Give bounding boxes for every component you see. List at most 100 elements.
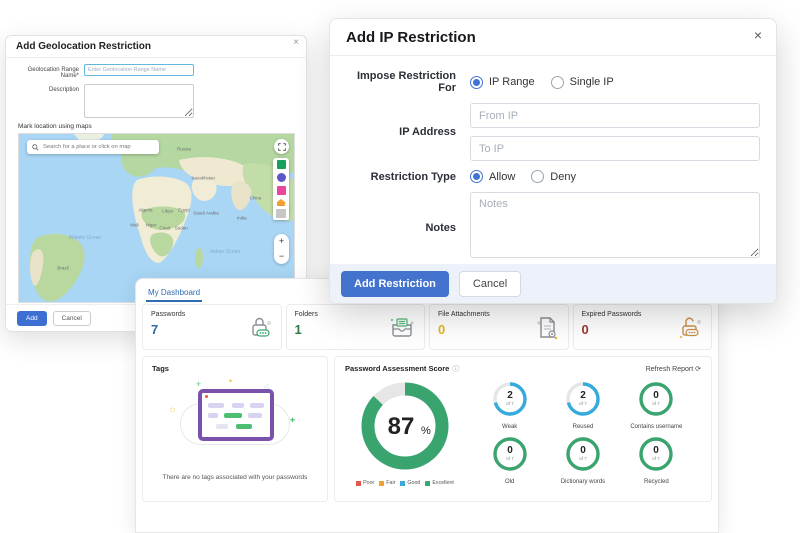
map-place-label: Atlantic Ocean	[68, 235, 102, 242]
type-radio-deny[interactable]	[531, 170, 545, 183]
world-map-graphic	[19, 134, 294, 302]
type-radio-label[interactable]: Allow	[489, 170, 516, 183]
metric-label: Weak	[502, 424, 518, 430]
add-restriction-button[interactable]: Add Restriction	[341, 270, 449, 297]
map-place-label: Kazakhstan	[191, 175, 216, 181]
fullscreen-icon[interactable]	[274, 139, 289, 154]
expired-lock-icon	[676, 315, 702, 346]
sparkle-icon: ⬡	[170, 408, 176, 414]
impose-radio-label[interactable]: Single IP	[569, 76, 614, 88]
tab-my-dashboard[interactable]: My Dashboard	[146, 284, 203, 302]
type-radio-allow[interactable]	[470, 170, 483, 183]
map-place-label: Saudi Arabia	[193, 210, 219, 216]
metric-label: Old	[504, 479, 515, 485]
sparkle-icon: ✚	[290, 418, 296, 424]
sparkle-icon: ◁	[264, 384, 269, 390]
tags-empty-text: There are no tags associated with your p…	[162, 474, 308, 481]
pink-square-marker[interactable]	[276, 186, 286, 195]
stat-label: Passwords	[151, 311, 186, 318]
sparkle-icon: ✦	[228, 379, 234, 385]
metric-donut-contains-username: 0 of 7 Contains username	[620, 380, 693, 431]
stat-label: File Attachments	[438, 311, 490, 318]
type-radio-label[interactable]: Deny	[550, 170, 576, 183]
svg-text:87: 87	[388, 413, 415, 440]
svg-text:%: %	[421, 425, 431, 437]
metric-label: Recycled	[643, 479, 669, 485]
metric-donut-reused: 2 of 7 Reused	[546, 380, 619, 431]
map-place-label: Russia	[177, 146, 191, 152]
stat-label: Expired Passwords	[581, 311, 642, 318]
map-place-label: Sudan	[174, 225, 188, 231]
metric-donut-dictionary-words: 0 of 7 Dictionary words	[546, 435, 619, 486]
ip-dialog-title: Add IP Restriction	[346, 28, 476, 46]
dashboard-tabbar: My Dashboard	[136, 279, 718, 302]
from-ip-input[interactable]	[470, 103, 760, 128]
geolocation-restriction-dialog: Add Geolocation Restriction × Geolocatio…	[5, 35, 307, 332]
svg-text:of 7: of 7	[652, 401, 660, 406]
svg-text:of 7: of 7	[579, 401, 587, 406]
map-place-label: Algeria	[138, 207, 153, 213]
password-assessment-card: Password Assessment Score ⓘ Refresh Repor…	[334, 356, 712, 502]
impose-radio-ip-range[interactable]	[470, 75, 483, 89]
blue-circle-marker[interactable]	[276, 173, 286, 182]
stat-value: 1	[294, 322, 302, 337]
map-place-label: Brazil	[57, 265, 69, 271]
map-place-label: Libya	[162, 208, 173, 214]
map-place-label: India	[236, 215, 247, 221]
metric-donut-old: 0 of 7 Old	[473, 435, 546, 486]
refresh-report-link[interactable]: Refresh Report ⟳	[645, 366, 701, 373]
geo-cancel-button[interactable]: Cancel	[52, 310, 91, 326]
svg-text:0: 0	[654, 445, 660, 456]
range-name-input[interactable]	[84, 64, 194, 76]
map-search-input[interactable]	[43, 144, 154, 150]
tags-card: Tags ✛ ✦ ◁	[142, 356, 328, 502]
map-place-label: Niger	[145, 222, 157, 228]
zoom-in-button[interactable]: +	[278, 236, 285, 246]
stat-card-file-attachments[interactable]: File Attachments 0	[429, 304, 569, 350]
tags-card-title: Tags	[152, 364, 169, 373]
close-icon[interactable]: ×	[293, 37, 299, 48]
svg-text:2: 2	[507, 390, 513, 401]
notes-textarea[interactable]	[470, 192, 760, 258]
folder-icon	[389, 315, 415, 344]
close-icon[interactable]: ×	[753, 27, 762, 43]
legend-item-poor: Poor	[356, 480, 374, 486]
impose-radio-single-ip[interactable]	[550, 75, 564, 89]
ip-restriction-dialog: Add IP Restriction × Impose Restriction …	[329, 18, 777, 304]
impose-radio-group: IP Range Single IP	[470, 75, 760, 89]
marker-shape-palette	[273, 158, 289, 210]
dashboard-panel: My Dashboard Passwords 7 Folders 1 File Atta…	[135, 278, 719, 533]
tags-empty-illustration: ✛ ✦ ◁ ⬡ ✚	[152, 379, 318, 466]
metric-label: Contains username	[630, 424, 683, 430]
svg-text:of 7: of 7	[579, 456, 587, 461]
stats-row: Passwords 7 Folders 1 File Attachments 0 Expir…	[136, 302, 718, 350]
legend-item-good: Good	[400, 480, 420, 486]
info-icon[interactable]: ⓘ	[452, 366, 460, 373]
mark-location-label: Mark location using maps	[18, 123, 92, 130]
geo-add-button[interactable]: Add	[17, 310, 47, 326]
zoom-out-button[interactable]: −	[278, 251, 285, 261]
svg-text:0: 0	[507, 445, 513, 456]
map-place-label: Egypt	[178, 207, 190, 213]
to-ip-input[interactable]	[470, 136, 760, 161]
orange-pentagon-marker[interactable]	[276, 199, 286, 208]
stat-card-passwords[interactable]: Passwords 7	[142, 304, 282, 350]
impose-radio-label[interactable]: IP Range	[489, 76, 535, 88]
metric-donut-weak: 2 of 7 Weak	[473, 380, 546, 431]
map-zoom-control: + −	[274, 234, 289, 264]
gray-marker-tool[interactable]	[273, 206, 289, 220]
score-legend: Poor Fair Good Excellent	[345, 480, 465, 486]
metric-label: Dictionary words	[560, 479, 606, 485]
stat-card-folders[interactable]: Folders 1	[285, 304, 425, 350]
ip-cancel-button[interactable]: Cancel	[458, 270, 522, 297]
overall-score-donut: 87% Poor Fair Good Excellent	[345, 380, 465, 486]
legend-item-excellent: Excellent	[425, 480, 454, 486]
green-square-marker[interactable]	[276, 160, 286, 169]
geolocation-map[interactable]: Russia Kazakhstan China India Saudi Arabia Eg…	[18, 133, 295, 303]
metric-donuts-grid: 2 of 7 Weak 2 of 7 Reused 0 of 7 Contains userna…	[465, 380, 701, 486]
description-textarea[interactable]	[84, 84, 194, 118]
ip-address-label: IP Address	[399, 126, 456, 138]
stat-card-expired-passwords[interactable]: Expired Passwords 0	[572, 304, 712, 350]
map-search-box[interactable]	[27, 140, 159, 154]
